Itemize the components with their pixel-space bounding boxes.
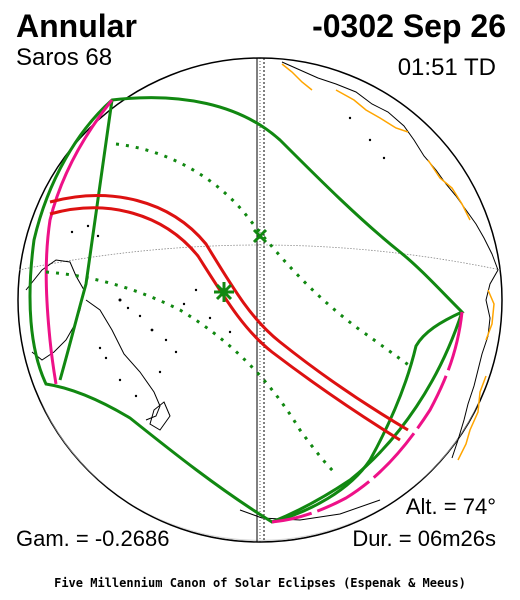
greatest-eclipse-point [220,288,228,296]
central-path-north [49,194,409,432]
penumbral-rise-limit [58,99,114,381]
saros-label: Saros 68 [16,44,113,71]
antarctica-coast [239,499,381,521]
sunset-curve [271,311,464,524]
country-borders [281,63,495,461]
altitude-label: Alt. = 74° [405,494,496,519]
new-zealand-landmass [149,401,171,431]
southern-dotted-limit [45,270,336,474]
green-x-icon [252,228,268,244]
footer-credit: Five Millennium Canon of Solar Eclipses … [54,576,466,590]
penumbral-set-limit [271,311,464,524]
central-path-south [49,206,401,442]
northern-dotted-limit [115,142,411,368]
time-label: 01:51 TD [397,54,496,81]
pacific-islands [70,116,386,398]
equator-line [18,244,502,271]
americas-landmass [281,61,499,459]
sunrise-curve [44,99,114,385]
eclipse-type-title: Annular [16,8,137,44]
duration-label: Dur. = 06m26s [352,526,496,551]
gamma-label: Gam. = -0.2686 [16,526,170,551]
eclipse-date-title: -0302 Sep 26 [312,8,506,44]
